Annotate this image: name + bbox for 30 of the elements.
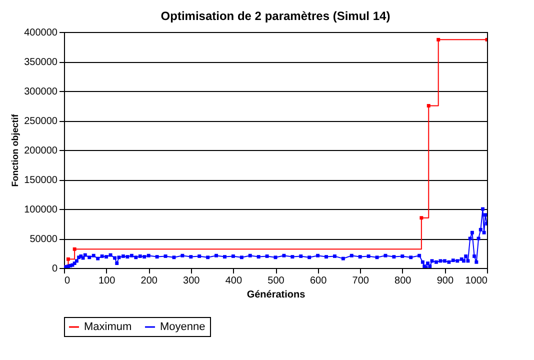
legend-label: Moyenne [160, 321, 206, 333]
point [420, 216, 424, 220]
x-tick-label: 200 [140, 276, 158, 286]
y-tick-label: 350000 [24, 57, 58, 68]
x-tick-label: 300 [183, 276, 200, 286]
y-tick-label: 50000 [30, 234, 58, 245]
y-tick-label: 400000 [24, 28, 58, 38]
y-tick-label: 300000 [24, 86, 58, 98]
y-axis-title: Fonction objectif [10, 113, 20, 187]
x-tick-label: 100 [98, 276, 116, 286]
legend-label: Maximum [84, 321, 132, 333]
y-tick-label: 0 [52, 264, 58, 274]
point [436, 38, 440, 42]
x-tick-label: 400 [225, 276, 242, 286]
y-tick-label: 100000 [24, 204, 58, 216]
x-axis-title: Générations [246, 290, 306, 300]
point [426, 104, 430, 108]
x-tick-label: 700 [352, 276, 370, 286]
y-tick-label: 250000 [24, 116, 58, 127]
point [72, 247, 76, 251]
x-tick-label: 800 [394, 276, 412, 286]
y-tick-label: 150000 [24, 175, 58, 186]
chart-title: Optimisation de 2 paramètres (Simul 14) [160, 9, 390, 23]
point [66, 257, 70, 261]
x-tick-label: 500 [268, 276, 285, 286]
x-tick-label: 600 [310, 276, 328, 286]
y-tick-label: 200000 [24, 146, 58, 156]
x-tick-label: 0 [64, 276, 70, 286]
x-tick-label: 1000 [465, 276, 488, 286]
x-tick-label: 900 [436, 276, 454, 286]
